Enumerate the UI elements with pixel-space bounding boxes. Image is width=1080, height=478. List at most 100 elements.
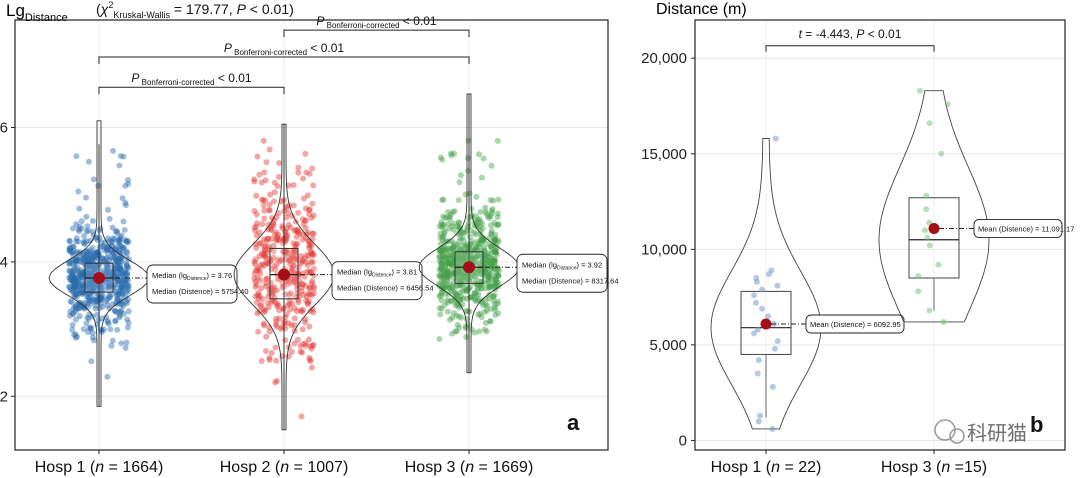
data-point [484,258,491,265]
data-point [85,158,92,165]
data-point [269,292,276,299]
data-point [73,257,80,264]
data-point [105,288,112,295]
data-point [72,306,79,313]
data-point [268,349,275,356]
data-point [456,179,463,186]
data-point [495,210,502,217]
data-point [125,308,132,315]
data-point [452,256,459,263]
data-point [448,261,455,268]
data-point [494,239,501,246]
data-point [85,299,92,306]
data-point [491,237,498,244]
data-point [463,288,470,295]
data-point [472,297,479,304]
data-point [114,293,121,300]
data-point [116,266,123,273]
data-point [443,255,450,262]
data-point [93,263,100,270]
data-point [71,256,78,263]
data-point [78,274,85,281]
data-point [299,349,306,356]
data-point [921,227,928,234]
data-point [441,273,448,280]
data-point [89,228,96,235]
data-point [454,266,461,273]
data-point [438,266,445,273]
data-point [438,292,445,299]
data-point [79,303,86,310]
data-point [288,248,295,255]
data-point [123,339,130,346]
data-point [69,310,76,317]
data-point [87,325,94,332]
data-point [96,234,103,241]
data-point [462,229,469,236]
data-point [448,262,455,269]
data-point [494,214,501,221]
data-point [444,260,451,267]
data-point [259,296,266,303]
data-point [291,257,298,264]
data-point [443,276,450,283]
data-point [266,201,273,208]
data-point [283,311,290,318]
data-point [125,277,132,284]
data-point [465,223,472,230]
data-point [104,264,111,271]
data-point [923,206,930,213]
data-point [289,254,296,261]
data-point [493,249,500,256]
data-point [68,273,75,280]
data-point [118,255,125,262]
data-point [82,256,89,263]
data-point [492,249,499,256]
data-point [492,243,499,250]
data-point [297,307,304,314]
data-point [252,278,259,285]
data-point [292,243,299,250]
data-point [470,293,477,300]
data-point [291,340,298,347]
data-point [260,202,267,209]
data-point [103,298,110,305]
data-point [89,282,96,289]
data-point [454,321,461,328]
data-point [440,221,447,228]
data-point [283,225,290,232]
data-point [488,162,495,169]
data-point [294,286,301,293]
data-point [256,253,263,260]
data-point [80,250,87,257]
data-point [444,266,451,273]
data-point [251,176,258,183]
data-point [266,207,273,214]
data-point [260,137,267,144]
data-point [304,300,311,307]
data-point [462,286,469,293]
data-point [82,288,89,295]
data-point [302,319,309,326]
data-point [87,324,94,331]
data-point [305,229,312,236]
data-point [447,245,454,252]
data-point [437,230,444,237]
data-point [277,257,284,264]
data-point [77,286,84,293]
data-point [457,172,464,179]
data-point [79,270,86,277]
data-point [118,232,125,239]
data-point [455,275,462,282]
data-point [274,323,281,330]
x-category-label: Hosp 3 (n = 1669) [405,459,534,476]
data-point [446,285,453,292]
data-point [287,224,294,231]
data-point [257,277,264,284]
data-point [768,267,775,274]
data-point [258,179,265,186]
data-point [125,239,132,246]
data-point [114,295,121,302]
data-point [69,243,76,250]
comparison-label: P Bonferroni-corrected < 0.01 [224,41,345,57]
